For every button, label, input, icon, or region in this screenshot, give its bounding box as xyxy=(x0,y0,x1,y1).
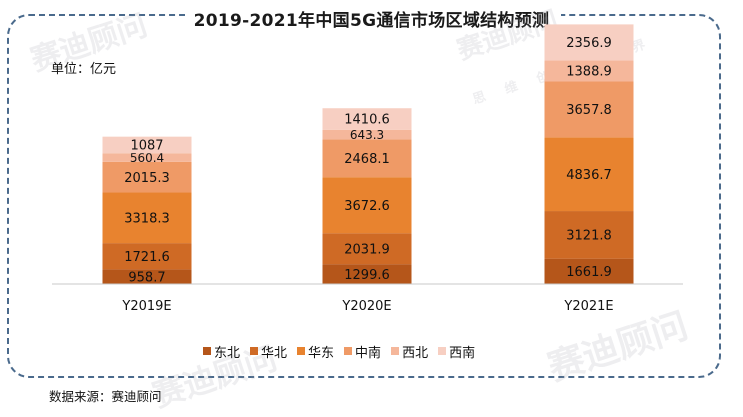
data-label-Y2021E-西北: 1388.9 xyxy=(566,65,612,80)
data-label-Y2019E-华东: 3318.3 xyxy=(124,212,170,227)
legend-label: 西北 xyxy=(402,345,429,361)
legend-swatch xyxy=(203,347,211,355)
bar-segment-Y2020E-华北 xyxy=(322,233,412,265)
data-source-note: 数据来源：赛迪顾问 xyxy=(49,389,162,404)
legend-item-中南: 中南 xyxy=(344,342,381,361)
data-label-Y2020E-西北: 643.3 xyxy=(350,128,384,142)
bar-segment-Y2021E-华北 xyxy=(544,211,634,259)
bar-segment-Y2021E-中南 xyxy=(544,81,634,138)
bar-segment-Y2021E-西北 xyxy=(544,60,634,82)
unit-label: 单位：亿元 xyxy=(51,62,117,77)
data-label-Y2020E-华东: 3672.6 xyxy=(344,199,390,214)
data-label-Y2021E-华东: 4836.7 xyxy=(566,168,612,183)
bar-segment-Y2021E-东北 xyxy=(544,258,634,284)
legend-swatch xyxy=(297,347,306,355)
data-label-Y2019E-华北: 1721.6 xyxy=(124,250,170,265)
bar-segment-Y2019E-华北 xyxy=(102,243,192,270)
bar-segment-Y2019E-华东 xyxy=(102,192,192,244)
legend-label: 华北 xyxy=(261,345,288,361)
bar-segment-Y2021E-华东 xyxy=(544,137,634,212)
bar-segment-Y2019E-西南 xyxy=(102,136,192,154)
legend-label: 西南 xyxy=(449,345,476,361)
legend-item-华北: 华北 xyxy=(250,342,287,361)
data-label-Y2019E-西北: 560.4 xyxy=(130,151,164,165)
data-label-Y2020E-华北: 2031.9 xyxy=(344,242,390,257)
data-label-Y2019E-东北: 958.7 xyxy=(128,270,165,285)
legend-item-西南: 西南 xyxy=(438,342,475,361)
data-label-Y2020E-西南: 1410.6 xyxy=(344,113,390,128)
bar-segment-Y2020E-西北 xyxy=(322,129,412,140)
legend-item-西北: 西北 xyxy=(391,342,428,361)
legend-swatch xyxy=(250,347,259,355)
bar-segment-Y2020E-西南 xyxy=(322,108,412,130)
legend-label: 华东 xyxy=(308,345,335,361)
legend-swatch xyxy=(438,347,447,355)
data-label-Y2021E-东北: 1661.9 xyxy=(566,265,612,280)
legend-swatch xyxy=(344,347,353,355)
bar-segment-Y2019E-东北 xyxy=(102,269,192,284)
x-tick-label-Y2021E: Y2021E xyxy=(563,299,613,314)
bar-segment-Y2020E-东北 xyxy=(322,264,412,284)
data-label-Y2020E-中南: 2468.1 xyxy=(344,152,390,167)
data-label-Y2021E-中南: 3657.8 xyxy=(566,103,612,118)
legend-label: 中南 xyxy=(355,345,382,361)
legend-swatch xyxy=(391,347,400,355)
chart-title: 2019-2021年中国5G通信市场区域结构预测 xyxy=(193,11,550,31)
data-label-Y2019E-西南: 1087 xyxy=(130,139,163,154)
data-label-Y2020E-东北: 1299.6 xyxy=(344,268,390,283)
chart-legend: 东北 华北 华东 中南 西北 西南 xyxy=(203,341,475,361)
title-background xyxy=(185,3,561,29)
x-tick-label-Y2020E: Y2020E xyxy=(341,299,391,314)
data-label-Y2019E-中南: 2015.3 xyxy=(124,171,170,186)
legend-item-东北: 东北 xyxy=(203,342,240,361)
bar-segment-Y2019E-中南 xyxy=(102,161,192,193)
data-label-Y2021E-华北: 3121.8 xyxy=(566,229,612,244)
bar-segment-Y2020E-华东 xyxy=(322,177,412,234)
x-tick-label-Y2019E: Y2019E xyxy=(121,299,171,314)
legend-label: 东北 xyxy=(214,345,241,361)
legend-item-华东: 华东 xyxy=(297,342,334,361)
bar-segment-Y2021E-西南 xyxy=(544,24,634,61)
bar-segment-Y2019E-西北 xyxy=(102,153,192,162)
bar-segment-Y2020E-中南 xyxy=(322,139,412,178)
data-label-Y2021E-西南: 2356.9 xyxy=(566,36,612,51)
